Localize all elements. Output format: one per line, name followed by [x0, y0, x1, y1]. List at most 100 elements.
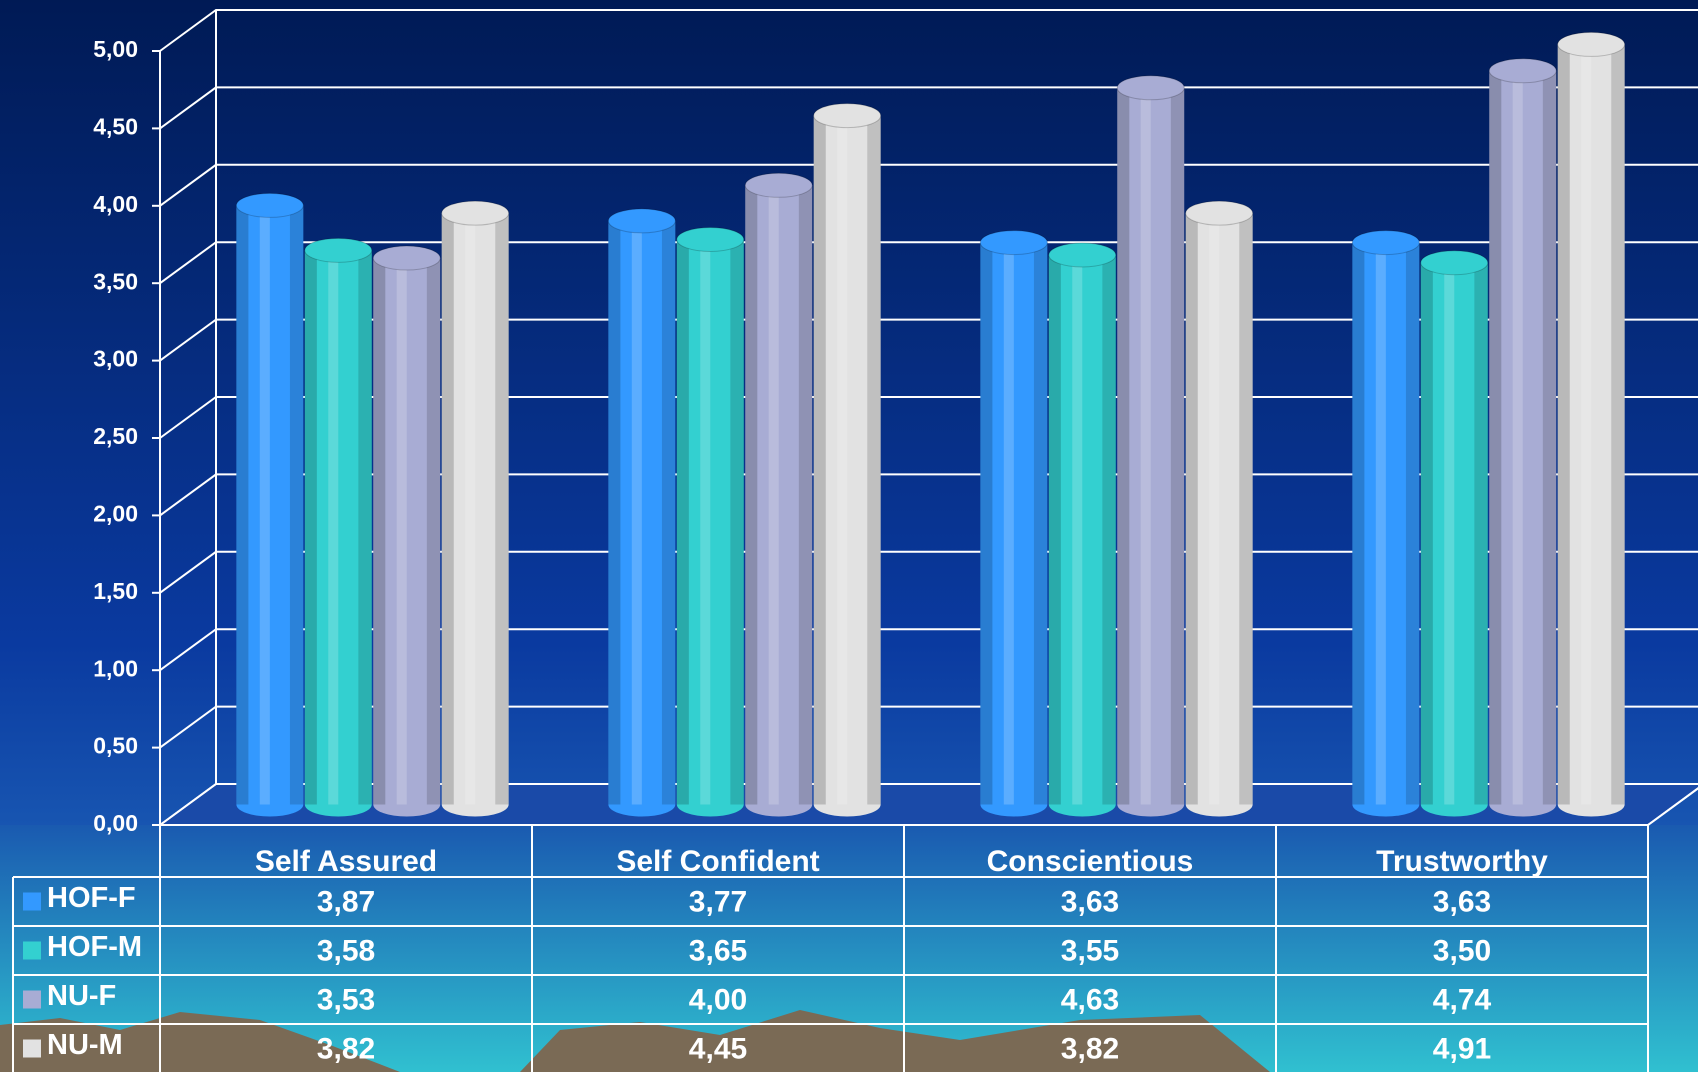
- data-table: Self Assured Self Confident Conscientious T…: [12, 825, 1649, 1072]
- y-tick-label: 4,00: [93, 191, 138, 217]
- y-tick-label: 0,50: [93, 733, 138, 759]
- bar-highlight: [768, 185, 779, 805]
- bar-top: [979, 230, 1048, 256]
- bar-shade: [980, 242, 993, 805]
- bar-top: [1185, 200, 1254, 226]
- bar-body: [676, 239, 744, 817]
- category-label: Conscientious: [987, 845, 1194, 878]
- bar-body: [1185, 213, 1253, 817]
- value-label: 4,74: [1433, 983, 1492, 1016]
- bar-shade: [373, 258, 386, 805]
- bar-shade: [495, 213, 509, 805]
- bar-top: [441, 200, 510, 226]
- y-tick-label: 5,00: [93, 36, 138, 62]
- bar-body: [1117, 87, 1185, 817]
- value-label: 3,58: [317, 934, 375, 967]
- value-label: 3,63: [1433, 885, 1491, 918]
- bar: [1048, 242, 1117, 817]
- bar-shade: [289, 205, 304, 805]
- value-label: 3,53: [317, 983, 375, 1016]
- value-label: 3,55: [1061, 934, 1119, 967]
- bar: [813, 103, 882, 817]
- category-label: Trustworthy: [1376, 845, 1548, 878]
- legend-label: HOF-M: [47, 931, 142, 963]
- bar-body: [373, 258, 441, 817]
- bar-top: [1351, 230, 1420, 256]
- bar: [1557, 31, 1626, 817]
- bar-shade: [1048, 254, 1061, 805]
- bar-top: [1048, 242, 1117, 268]
- bar-shade: [608, 220, 621, 805]
- bar-shade: [661, 220, 676, 805]
- bar-shade: [1542, 70, 1557, 805]
- bar-top: [813, 103, 882, 129]
- value-label: 3,82: [1061, 1032, 1119, 1065]
- y-tick-label: 1,00: [93, 655, 138, 681]
- bar-body: [1420, 262, 1488, 817]
- bar-top: [676, 226, 745, 252]
- bar-top: [607, 208, 676, 234]
- bar-shade: [1102, 254, 1116, 805]
- bar: [744, 172, 813, 817]
- bar-highlight: [700, 239, 711, 805]
- value-label: 3,82: [317, 1032, 375, 1065]
- bar-body: [745, 185, 813, 817]
- bar-shade: [1170, 87, 1185, 805]
- legend-swatch: [23, 990, 41, 1009]
- bar-top: [304, 237, 373, 263]
- value-label: 3,87: [317, 885, 375, 918]
- bar-shade: [304, 250, 317, 805]
- y-tick-label: 2,00: [93, 500, 138, 526]
- value-label: 4,91: [1433, 1032, 1491, 1065]
- value-label: 3,77: [689, 885, 747, 918]
- bar-shade: [1611, 44, 1625, 805]
- bar-shade: [867, 115, 881, 805]
- bar-highlight: [1375, 242, 1386, 805]
- bar: [676, 226, 745, 817]
- bar-highlight: [1209, 213, 1220, 805]
- bar-body: [1352, 242, 1420, 817]
- bar-top: [1557, 31, 1626, 57]
- bar-top: [235, 192, 304, 218]
- category-label: Self Assured: [255, 845, 437, 878]
- bar-body: [1048, 254, 1116, 817]
- bar: [235, 192, 304, 817]
- bar-highlight: [396, 258, 407, 805]
- bar-top: [744, 172, 813, 198]
- bar-shade: [1489, 70, 1502, 805]
- bar-body: [1489, 70, 1557, 817]
- bar-highlight: [259, 205, 270, 805]
- bar-top: [372, 245, 441, 271]
- bar-shade: [358, 250, 372, 805]
- bar-body: [236, 205, 304, 817]
- legend-swatch: [23, 1039, 41, 1058]
- legend-swatch: [23, 892, 41, 911]
- y-tick-label: 4,50: [93, 113, 138, 139]
- bar-shade: [1117, 87, 1130, 805]
- value-label: 4,63: [1061, 983, 1119, 1016]
- value-label: 3,50: [1433, 934, 1491, 967]
- bar-shade: [441, 213, 454, 805]
- y-tick-label: 2,50: [93, 423, 138, 449]
- bar-shade: [745, 185, 758, 805]
- value-label: 3,63: [1061, 885, 1119, 918]
- bar-shade: [798, 185, 813, 805]
- y-tick-label: 3,00: [93, 346, 138, 372]
- bar-highlight: [1003, 242, 1014, 805]
- bar: [1116, 75, 1185, 817]
- bar-shade: [813, 115, 826, 805]
- wall-edge: [1647, 787, 1698, 826]
- bar-top: [1488, 58, 1557, 84]
- bar-top: [1420, 250, 1489, 276]
- legend-label: HOF-F: [47, 882, 136, 914]
- legend-swatch: [23, 941, 41, 960]
- bar-shade: [236, 205, 249, 805]
- y-tick-label: 1,50: [93, 578, 138, 604]
- bar: [979, 230, 1048, 817]
- value-label: 4,00: [689, 983, 747, 1016]
- bar-body: [608, 220, 676, 817]
- bar-highlight: [1444, 262, 1455, 805]
- mountain: [0, 1012, 400, 1072]
